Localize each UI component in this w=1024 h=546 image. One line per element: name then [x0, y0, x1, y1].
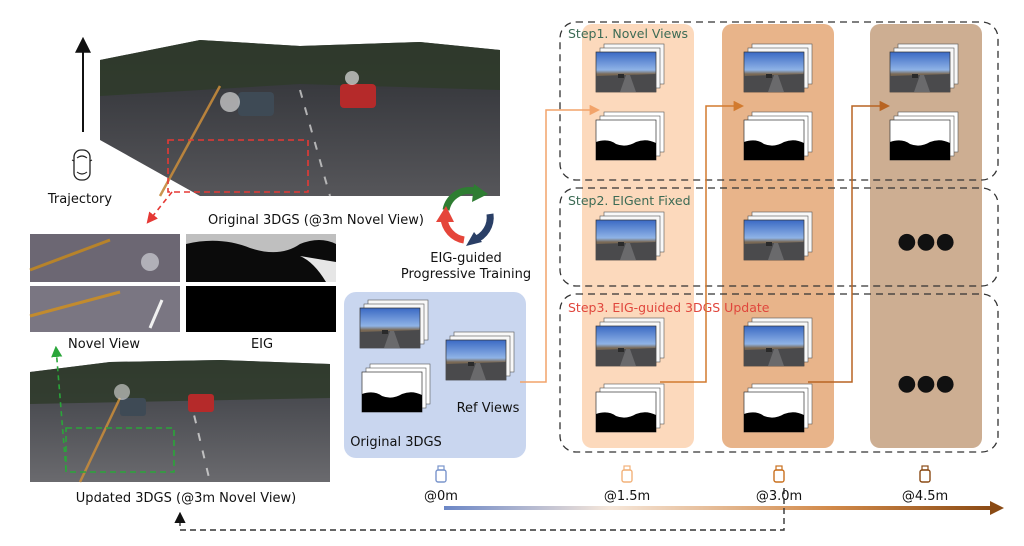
step3-label: Step3. EIG-guided 3DGS Update: [568, 300, 770, 315]
s1-novel-mask: [595, 111, 665, 161]
step1-label: Step1. Novel Views: [568, 26, 688, 41]
tick-1-5m: @1.5m: [604, 489, 650, 504]
tick-0m: @0m: [424, 489, 458, 504]
crops-to-updated-arrow: [51, 345, 67, 471]
step1-box: [559, 21, 999, 181]
timeline-arrowhead: [990, 501, 1004, 515]
s1-update-rgb: [595, 317, 665, 367]
car-top-icon: [71, 149, 93, 181]
s3-update-ellipsis: ●●●: [897, 371, 955, 396]
stage1-to-stage2-arrow: [660, 100, 745, 383]
step3-box: [559, 293, 999, 453]
step2-box: [559, 187, 999, 287]
s3-novel-rgb: [889, 43, 959, 93]
timeline-bar: [444, 506, 994, 510]
ref-views-label: Ref Views: [457, 401, 520, 416]
novel-view-label: Novel View: [68, 337, 140, 352]
original-3dgs-scene: [100, 40, 500, 197]
s2-update-rgb: [743, 317, 813, 367]
feedback-arrow: [174, 488, 785, 531]
camera-icon: [435, 465, 447, 483]
original-to-crops-arrow: [146, 191, 173, 224]
s3-novel-mask: [889, 111, 959, 161]
original-mask-stack: [361, 363, 431, 413]
step2-label: Step2. EIGent Fixed: [568, 193, 691, 208]
stage2-to-stage3-arrow: [808, 100, 891, 383]
s3-fixed-ellipsis: ●●●: [897, 229, 955, 254]
original-caption: Original 3DGS (@3m Novel View): [208, 213, 424, 228]
s1-fixed-rgb: [595, 211, 665, 261]
updated-caption: Updated 3DGS (@3m Novel View): [76, 491, 296, 506]
novel-view-crop-top: [29, 234, 180, 282]
original-region-box: [167, 139, 309, 193]
eig-map-top: [186, 234, 336, 282]
updated-3dgs-scene: [30, 360, 330, 483]
s1-update-mask: [595, 383, 665, 433]
cycle-arrows-icon: [436, 184, 494, 246]
camera-icon: [919, 465, 931, 483]
s1-novel-rgb: [595, 43, 665, 93]
s2-fixed-rgb: [743, 211, 813, 261]
cycle-label-line2: Progressive Training: [401, 267, 531, 282]
novel-view-crop-bottom: [29, 286, 180, 332]
eig-map-bottom: [186, 286, 336, 332]
original-3dgs-label: Original 3DGS: [350, 435, 442, 450]
s2-update-mask: [743, 383, 813, 433]
tick-3-0m: @3.0m: [756, 489, 802, 504]
s2-novel-rgb: [743, 43, 813, 93]
camera-icon: [773, 465, 785, 483]
ref-to-stage1-arrow: [520, 104, 601, 383]
cycle-label-line1: EIG-guided: [430, 251, 501, 266]
tick-4-5m: @4.5m: [902, 489, 948, 504]
eig-label: EIG: [251, 337, 273, 352]
original-rgb-stack: [359, 299, 429, 349]
s2-novel-mask: [743, 111, 813, 161]
updated-region-box: [65, 427, 175, 473]
ref-views-stack: [445, 331, 515, 381]
trajectory-label: Trajectory: [47, 192, 112, 207]
camera-icon: [621, 465, 633, 483]
